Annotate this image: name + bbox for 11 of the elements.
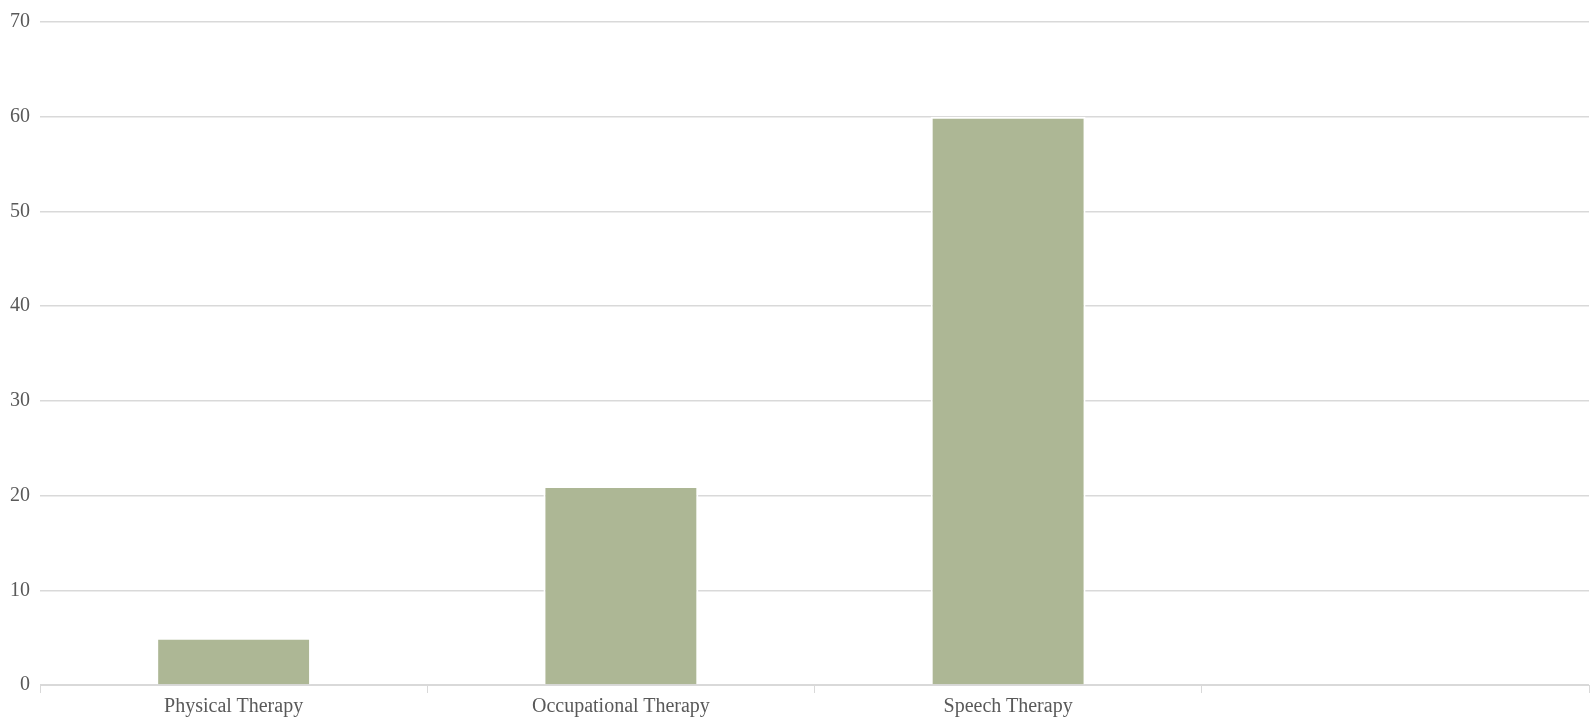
x-tick-label: Speech Therapy — [943, 694, 1073, 718]
y-tick-label: 40 — [10, 293, 30, 316]
y-tick-label: 60 — [10, 103, 30, 126]
y-tick-label: 10 — [10, 577, 30, 600]
x-tick-label: Physical Therapy — [164, 694, 304, 718]
x-tick-label: Occupational Therapy — [531, 694, 710, 718]
y-tick-label: 30 — [10, 388, 30, 411]
y-tick-label: 0 — [20, 672, 30, 695]
y-tick-label: 70 — [10, 9, 30, 32]
y-tick-label: 20 — [10, 482, 30, 505]
y-tick-label: 50 — [10, 198, 30, 221]
